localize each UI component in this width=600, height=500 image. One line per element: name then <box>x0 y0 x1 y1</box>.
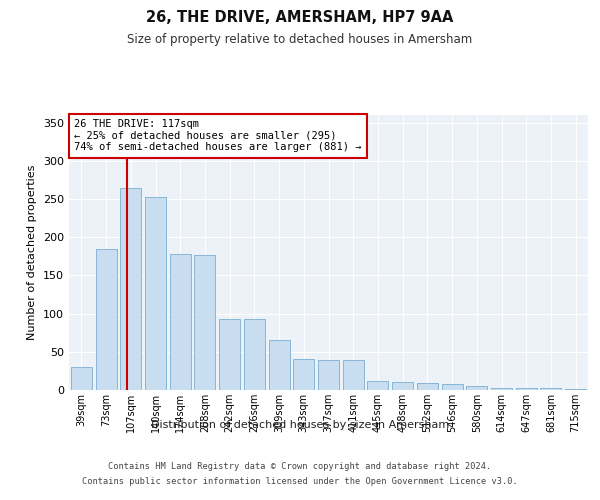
Y-axis label: Number of detached properties: Number of detached properties <box>28 165 37 340</box>
Bar <box>367 381 388 390</box>
Bar <box>318 360 339 390</box>
Bar <box>194 255 215 390</box>
Text: Contains HM Land Registry data © Crown copyright and database right 2024.: Contains HM Land Registry data © Crown c… <box>109 462 491 471</box>
Bar <box>565 389 586 390</box>
Bar <box>293 360 314 390</box>
Text: 26, THE DRIVE, AMERSHAM, HP7 9AA: 26, THE DRIVE, AMERSHAM, HP7 9AA <box>146 10 454 26</box>
Bar <box>170 254 191 390</box>
Bar <box>466 386 487 390</box>
Bar <box>392 382 413 390</box>
Bar <box>491 388 512 390</box>
Bar <box>417 383 438 390</box>
Bar <box>442 384 463 390</box>
Bar <box>516 388 537 390</box>
Text: Size of property relative to detached houses in Amersham: Size of property relative to detached ho… <box>127 32 473 46</box>
Bar <box>244 319 265 390</box>
Text: Contains public sector information licensed under the Open Government Licence v3: Contains public sector information licen… <box>82 477 518 486</box>
Bar <box>145 196 166 390</box>
Bar <box>71 367 92 390</box>
Bar <box>269 340 290 390</box>
Text: 26 THE DRIVE: 117sqm
← 25% of detached houses are smaller (295)
74% of semi-deta: 26 THE DRIVE: 117sqm ← 25% of detached h… <box>74 119 362 152</box>
Bar <box>541 388 562 390</box>
Text: Distribution of detached houses by size in Amersham: Distribution of detached houses by size … <box>151 420 449 430</box>
Bar <box>95 248 116 390</box>
Bar <box>343 360 364 390</box>
Bar <box>219 319 240 390</box>
Bar <box>120 188 141 390</box>
